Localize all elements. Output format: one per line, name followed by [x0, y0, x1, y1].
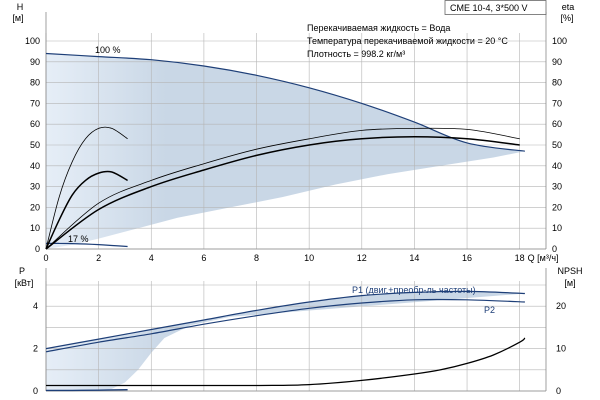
series-label-p1: P1 (двиг.+преобр-ль частоты): [352, 285, 476, 295]
y-right-tick-label: 20: [552, 202, 562, 212]
power-panel: 0 2 4 0 10 20 P [кВт] NPSH [м] P1 (двиг.+преобр-ль…: [15, 266, 583, 396]
y-right-unit: [%]: [560, 13, 573, 23]
y-right-tick-label: 0: [552, 244, 557, 254]
y-right-tick-label: 50: [552, 140, 562, 150]
series-label-100: 100 %: [95, 45, 121, 55]
series-label-p2: P2: [484, 305, 495, 315]
y-left-tick-label: 50: [30, 140, 40, 150]
y-left-tick-label: 60: [30, 119, 40, 129]
series-line-npsh: [45, 337, 526, 387]
info-line: Плотность = 998.2 кг/м³: [307, 49, 405, 59]
x-tick-label: 2: [96, 253, 101, 263]
x-tick-label: 10: [304, 253, 314, 263]
x-tick-label: 18: [515, 253, 525, 263]
x-tick-label: 0: [43, 253, 48, 263]
y-right-tick-label: 80: [552, 78, 562, 88]
y-right-tick-label: 40: [552, 161, 562, 171]
series-line-power: [45, 290, 525, 350]
y-left-unit: [м]: [12, 13, 23, 23]
series-line-efficiency-total: [45, 135, 520, 250]
series-line-power: [45, 298, 525, 353]
series-line-efficiency-total-low: [45, 170, 128, 250]
y-left-tick-label: 70: [30, 98, 40, 108]
y-right-tick-label: 10: [552, 223, 562, 233]
x-axis-title: Q [м³/ч]: [528, 253, 559, 263]
series-line-head: [45, 242, 128, 248]
y-left-title: H: [17, 2, 24, 12]
y-right-tick-label: 30: [552, 182, 562, 192]
y-left-tick-label: 100: [25, 36, 40, 46]
x-tick-label: 12: [357, 253, 367, 263]
y-left-tick-label: 4: [33, 301, 38, 311]
y-right-title: eta: [562, 2, 575, 12]
y-right-tick-label: 20: [556, 301, 566, 311]
y-right-tick-label: 90: [552, 57, 562, 67]
x-tick-label: 4: [149, 253, 154, 263]
series-label-17: 17 %: [68, 234, 89, 244]
y-left-tick-label: 40: [30, 161, 40, 171]
y-left-tick-label: 10: [30, 223, 40, 233]
series-line-efficiency-pump: [45, 127, 520, 250]
y-left-tick-label: 30: [30, 182, 40, 192]
y-left-tick-label: 0: [33, 386, 38, 396]
y-left-title: P: [19, 266, 25, 276]
y-right-unit: [м]: [564, 278, 575, 288]
y-left-tick-label: 0: [35, 244, 40, 254]
y-right-tick-label: 60: [552, 119, 562, 129]
y-left-tick-label: 2: [33, 344, 38, 354]
title-box: [444, 0, 547, 15]
x-tick-label: 8: [254, 253, 259, 263]
series-line-efficiency-pump-low: [45, 126, 128, 250]
x-tick-label: 16: [462, 253, 472, 263]
chart-title: CME 10-4, 3*500 V: [450, 3, 528, 13]
x-tick-label: 6: [201, 253, 206, 263]
series-line-head: [45, 52, 525, 152]
y-left-tick-label: 20: [30, 202, 40, 212]
y-right-tick-label: 100: [552, 36, 567, 46]
info-line: Температура перекачиваемой жидкости = 20…: [307, 36, 508, 46]
y-right-tick-label: 10: [556, 344, 566, 354]
y-left-unit: [кВт]: [15, 278, 34, 288]
series-line-power-low: [46, 389, 128, 392]
x-tick-label: 14: [409, 253, 419, 263]
y-left-tick-label: 80: [30, 78, 40, 88]
y-right-tick-label: 70: [552, 98, 562, 108]
y-right-tick-label: 0: [556, 386, 561, 396]
y-left-tick-label: 90: [30, 57, 40, 67]
info-line: Перекачиваемая жидкость = Вода: [307, 23, 450, 33]
operating-area: [46, 53, 525, 249]
y-right-title: NPSH: [557, 266, 582, 276]
